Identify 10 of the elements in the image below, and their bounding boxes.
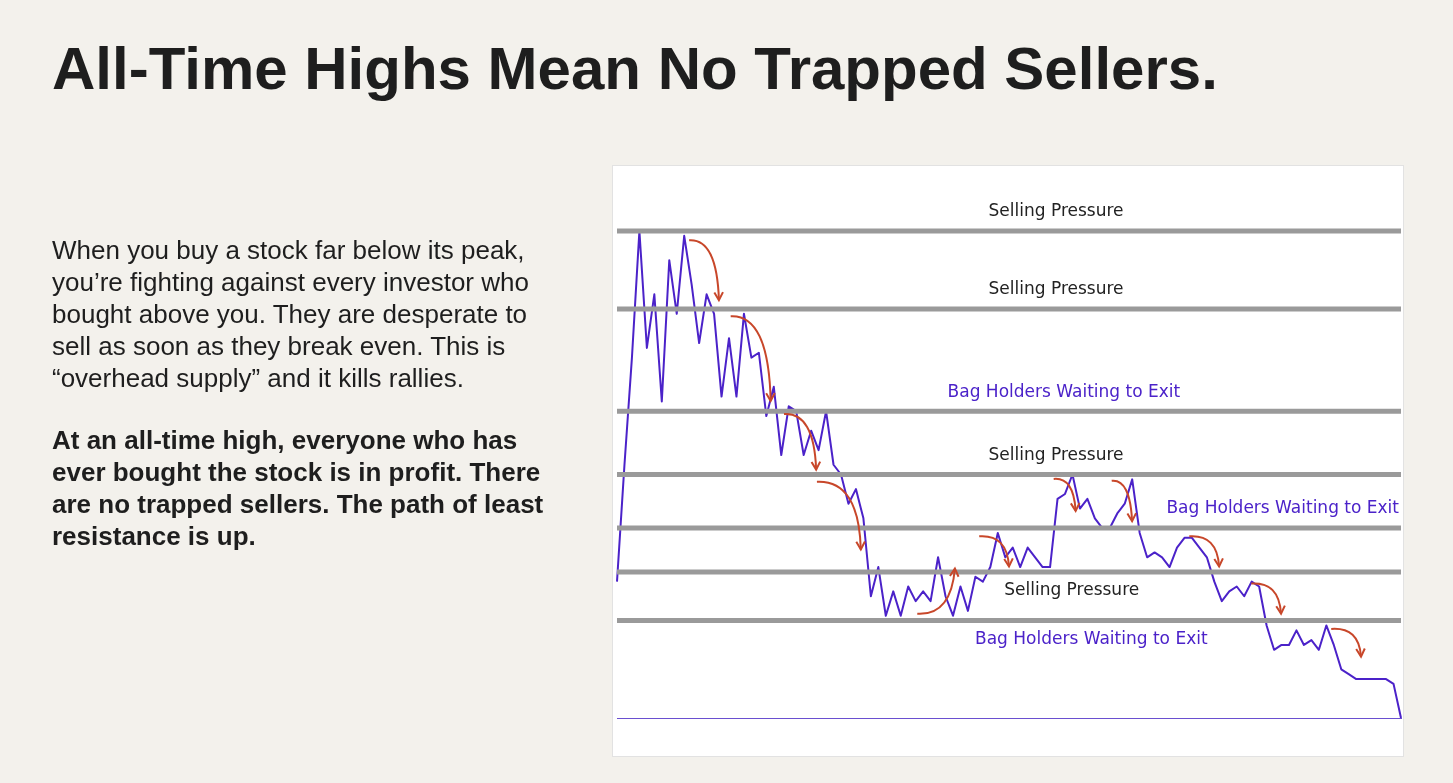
chart-title: All-Time Highs Mean No Trapped Sellers. — [52, 34, 1218, 103]
ref-line-label: Selling Pressure — [1004, 579, 1140, 600]
ref-line-label: Selling Pressure — [988, 278, 1124, 299]
text: When you buy a stock far below its peak, you’re fighting against every investor who bought above you. They are desperate to sell as soon as they break even. This is “overhead supply” and it kills rallies. — [52, 234, 530, 394]
ref-line-label: Bag Holders Waiting to Exit — [1166, 497, 1400, 518]
ref-line-label: Selling Pressure — [988, 443, 1124, 464]
ref-line-label: Selling Pressure — [988, 200, 1124, 221]
ref-line-label: Bag Holders Waiting to Exit — [975, 628, 1208, 649]
ref-line-label: Bag Holders Waiting to Exit — [947, 380, 1181, 401]
text: At an all-time high, everyone who has ever bought the stock is in profit. There are no trapped sellers. The path of least resistance is up. — [52, 424, 545, 552]
